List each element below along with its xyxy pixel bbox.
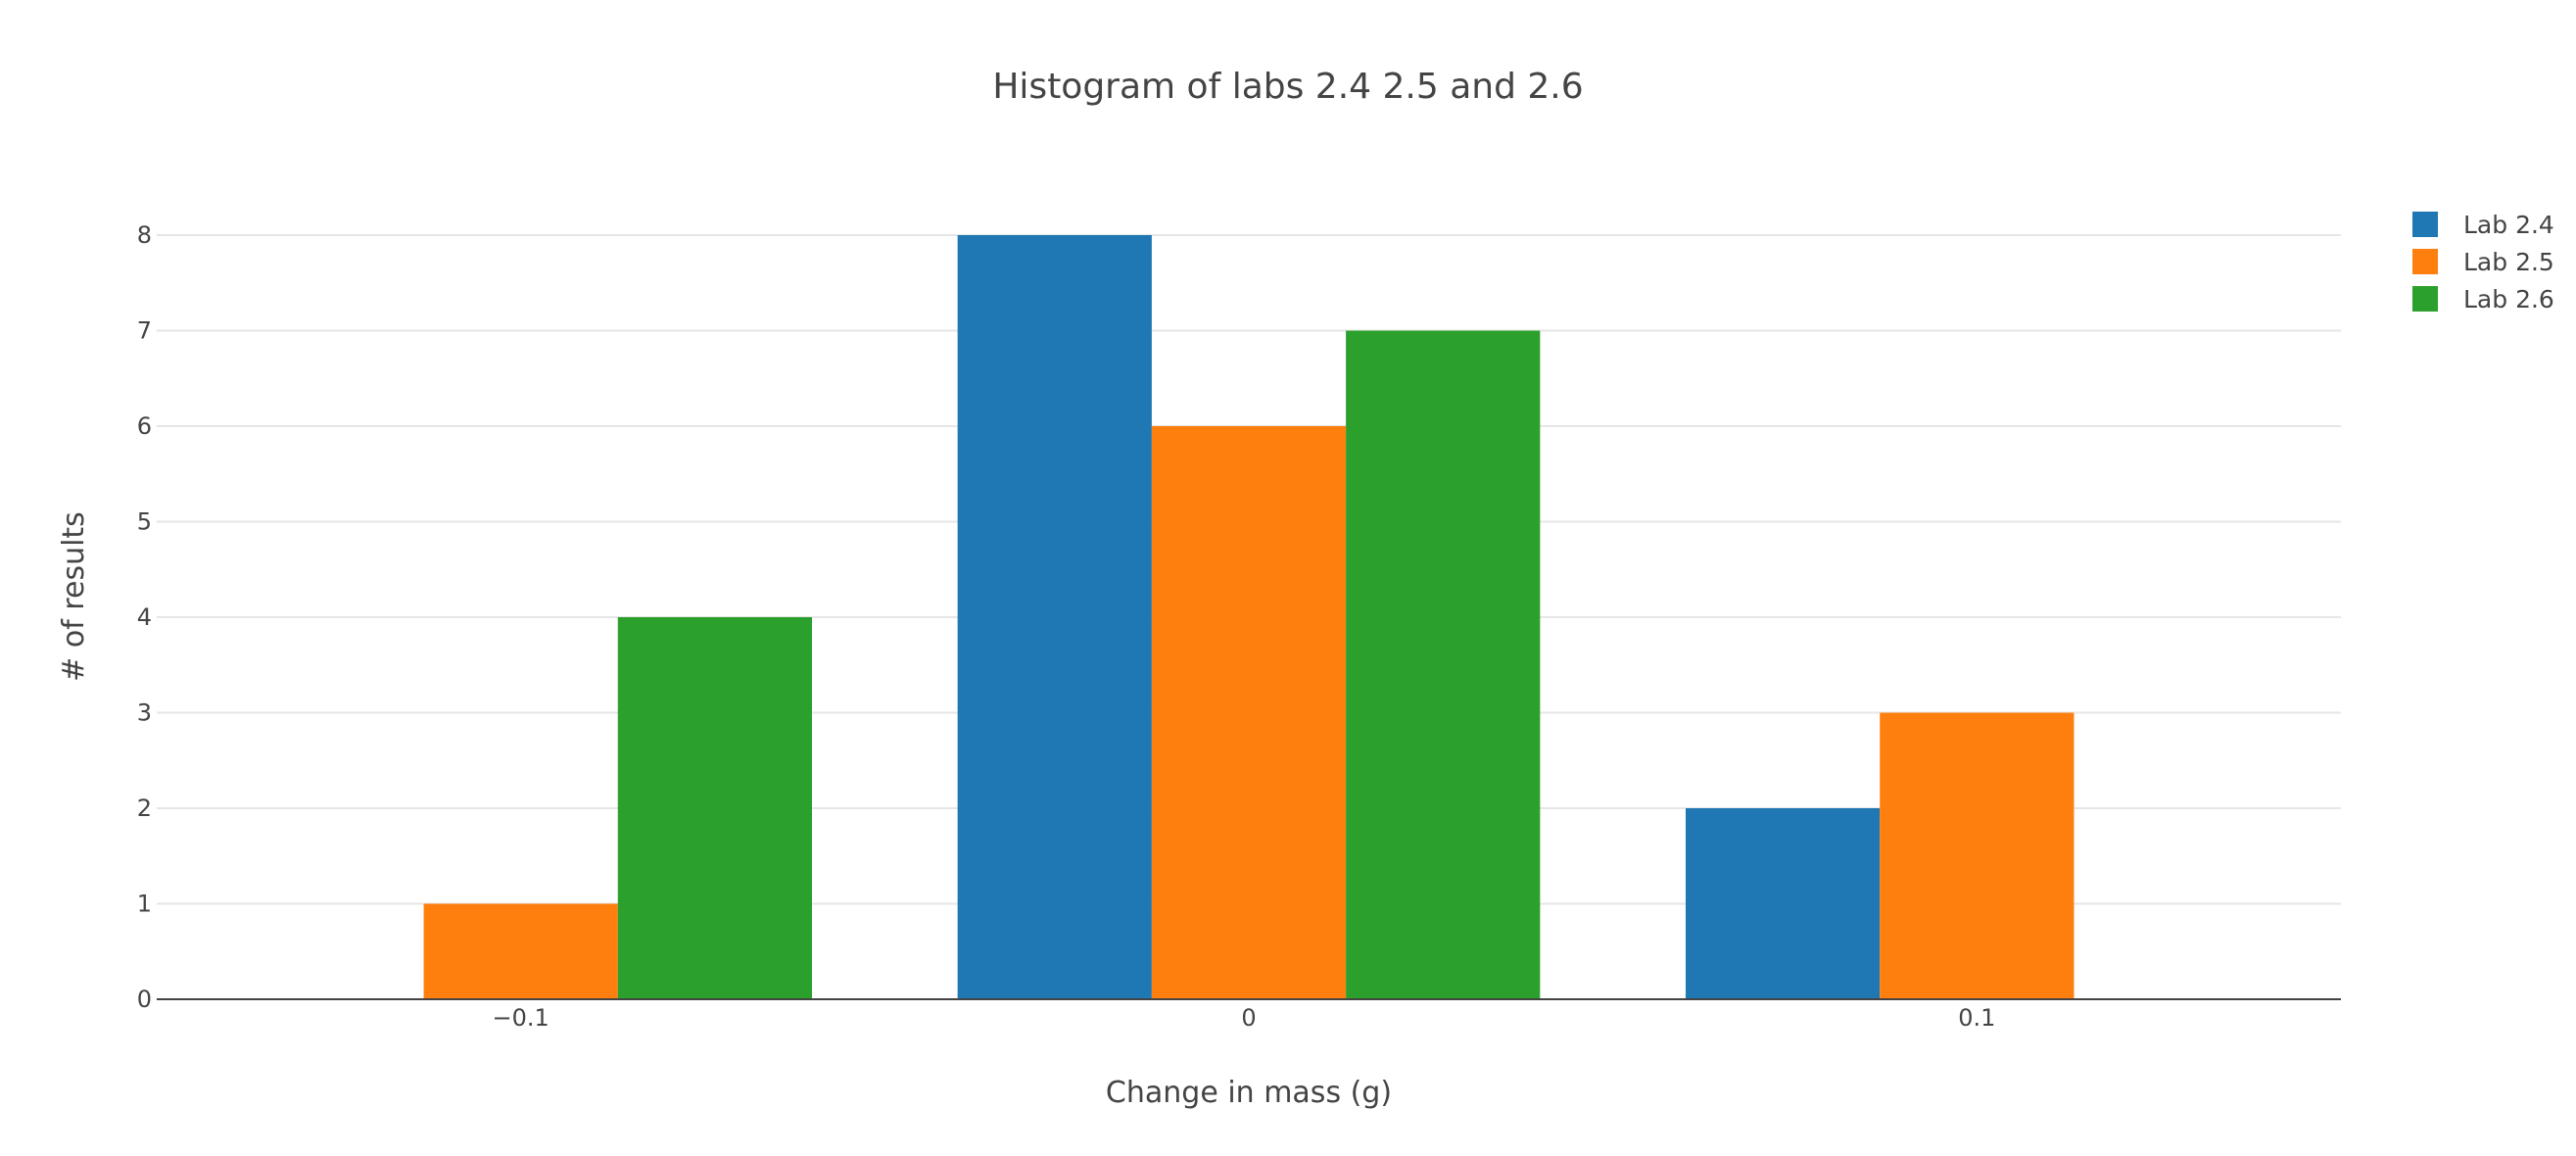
y-tick-label: 4: [137, 603, 152, 631]
x-axis-title: Change in mass (g): [1106, 1076, 1392, 1110]
bar-lab-2-4-cat-2: [1686, 808, 1881, 999]
bar-lab-2-6-cat-0: [617, 617, 812, 999]
legend-label: Lab 2.5: [2463, 248, 2554, 276]
x-tick-label: 0.1: [1958, 1004, 1995, 1032]
x-tick-label: 0: [1241, 1004, 1256, 1032]
legend: Lab 2.4 Lab 2.5 Lab 2.6: [2412, 211, 2554, 313]
legend-swatch: [2412, 212, 2438, 237]
y-tick-label: 3: [137, 699, 152, 727]
y-tick-label: 2: [137, 795, 152, 822]
x-tick-label: −0.1: [493, 1004, 549, 1032]
legend-label: Lab 2.4: [2463, 211, 2554, 239]
legend-label: Lab 2.6: [2463, 285, 2554, 313]
legend-swatch: [2412, 286, 2438, 312]
legend-swatch: [2412, 249, 2438, 274]
bars: [423, 235, 2075, 999]
y-tick-label: 7: [137, 317, 152, 345]
y-axis-title: # of results: [57, 511, 91, 682]
bar-lab-2-5-cat-2: [1880, 712, 2075, 999]
y-axis-ticks: 0 1 2 3 4 5 6 7 8: [137, 221, 152, 1013]
y-tick-label: 6: [137, 412, 152, 440]
bar-lab-2-5-cat-0: [423, 903, 618, 999]
chart-title: Histogram of labs 2.4 2.5 and 2.6: [992, 67, 1583, 107]
y-tick-label: 0: [137, 986, 152, 1013]
x-axis-ticks: −0.1 0 0.1: [493, 1004, 1996, 1032]
bar-lab-2-6-cat-1: [1346, 330, 1541, 999]
y-tick-label: 8: [137, 221, 152, 249]
bar-lab-2-4-cat-1: [957, 235, 1152, 999]
y-tick-label: 1: [137, 891, 152, 918]
bar-lab-2-5-cat-1: [1151, 426, 1347, 999]
y-tick-label: 5: [137, 508, 152, 536]
